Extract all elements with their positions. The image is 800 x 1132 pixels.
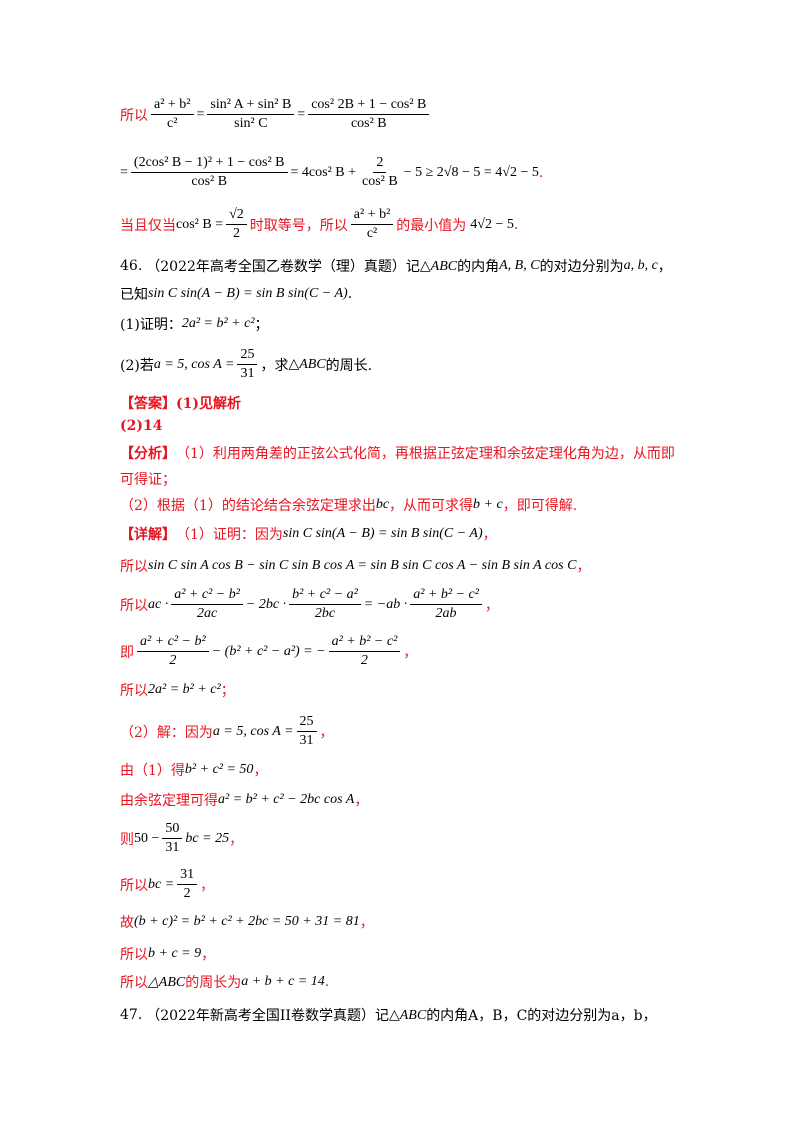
analysis-line-3: （2）根据（1）的结论结合余弦定理求出 bc ，从而可求得 b + c ，即可得… [120,497,578,514]
fraction: a² + b² c² [350,206,394,243]
fraction: 50 31 [162,820,183,857]
detail-line-8: 由余弦定理可得 a² = b² + c² − 2bc cos A ， [120,792,369,809]
detail-line-13: 所以 △ABC 的周长为 a + b + c = 14 . [120,974,330,991]
fraction: a² + b² − c² 2ab [410,586,482,623]
fraction: a² + c² − b² 2ac [171,586,243,623]
detail-tag: 【详解】 [120,527,176,543]
answer-line-2: (2)14 [120,418,163,434]
fraction: a² + c² − b² 2 [137,633,209,670]
question-number: 47. [120,1007,143,1023]
answer-tag: 【答案】 [120,396,176,412]
answer-line-1: 【答案】 (1)见解析 [120,393,241,413]
detail-line-10: 所以 bc = 31 2 ， [120,866,215,903]
question-47-line-1: 47. （2022年新高考全国II卷数学真题）记 △ABC 的内角A，B，C的对… [120,1007,657,1024]
detail-line-4: 即 a² + c² − b² 2 − (b² + c² − a²) = − a² … [120,633,418,670]
analysis-line-1: 【分析】 （1）利用两角差的正弦公式化简，再根据正弦定理和余弦定理化角为边，从而… [120,443,675,463]
question-46-line-1: 46. （2022年高考全国乙卷数学（理）真题）记 △ABC 的内角 A, B,… [120,258,672,275]
fraction: b² + c² − a² 2bc [289,586,361,623]
fraction: 25 31 [237,346,258,383]
detail-line-6: （2）解：因为 a = 5, cos A = 25 31 ， [120,713,334,750]
detail-line-9: 则 50 − 50 31 bc = 25 ， [120,820,244,857]
fraction: 2 cos² B [362,155,398,189]
question-source: （2022年高考全国乙卷数学（理）真题）记 [146,259,420,275]
question-46-line-2: 已知 sin C sin(A − B) = sin B sin(C − A) . [120,286,353,303]
question-number: 46. [120,258,143,274]
detail-line-11: 故 (b + c)² = b² + c² + 2bc = 50 + 31 = 8… [120,914,374,931]
text-prefix: 所以 [120,107,148,124]
question-46-part-1: (1)证明： 2a² = b² + c² ； [120,316,269,333]
fraction: 31 2 [177,866,198,903]
solution-line-3: 当且仅当 cos² B = √2 2 时取等号，所以 a² + b² c² 的最小值… [120,206,519,243]
fraction: √2 2 [226,206,247,243]
detail-line-7: 由（1）得 b² + c² = 50 ， [120,762,268,779]
detail-line-3: 所以 ac · a² + c² − b² 2ac − 2bc · b² + c² … [120,586,499,623]
question-source: （2022年新高考全国II卷数学真题）记 [146,1008,389,1024]
fraction: a² + b² c² [151,96,194,133]
detail-line-5: 所以 2a² = b² + c² ； [120,682,235,699]
detail-line-1: 【详解】 （1）证明：因为 sin C sin(A − B) = sin B s… [120,526,497,543]
analysis-line-2: 可得证； [120,472,176,488]
detail-line-12: 所以 b + c = 9 ， [120,946,216,963]
detail-line-2: 所以 sin C sin A cos B − sin C sin B cos A… [120,558,591,575]
fraction: 25 31 [296,713,317,750]
analysis-tag: 【分析】 [120,446,176,462]
question-46-part-2: (2)若 a = 5, cos A = 25 31 ，求 △ABC 的周长. [120,346,373,383]
fraction: a² + b² − c² 2 [328,633,401,670]
